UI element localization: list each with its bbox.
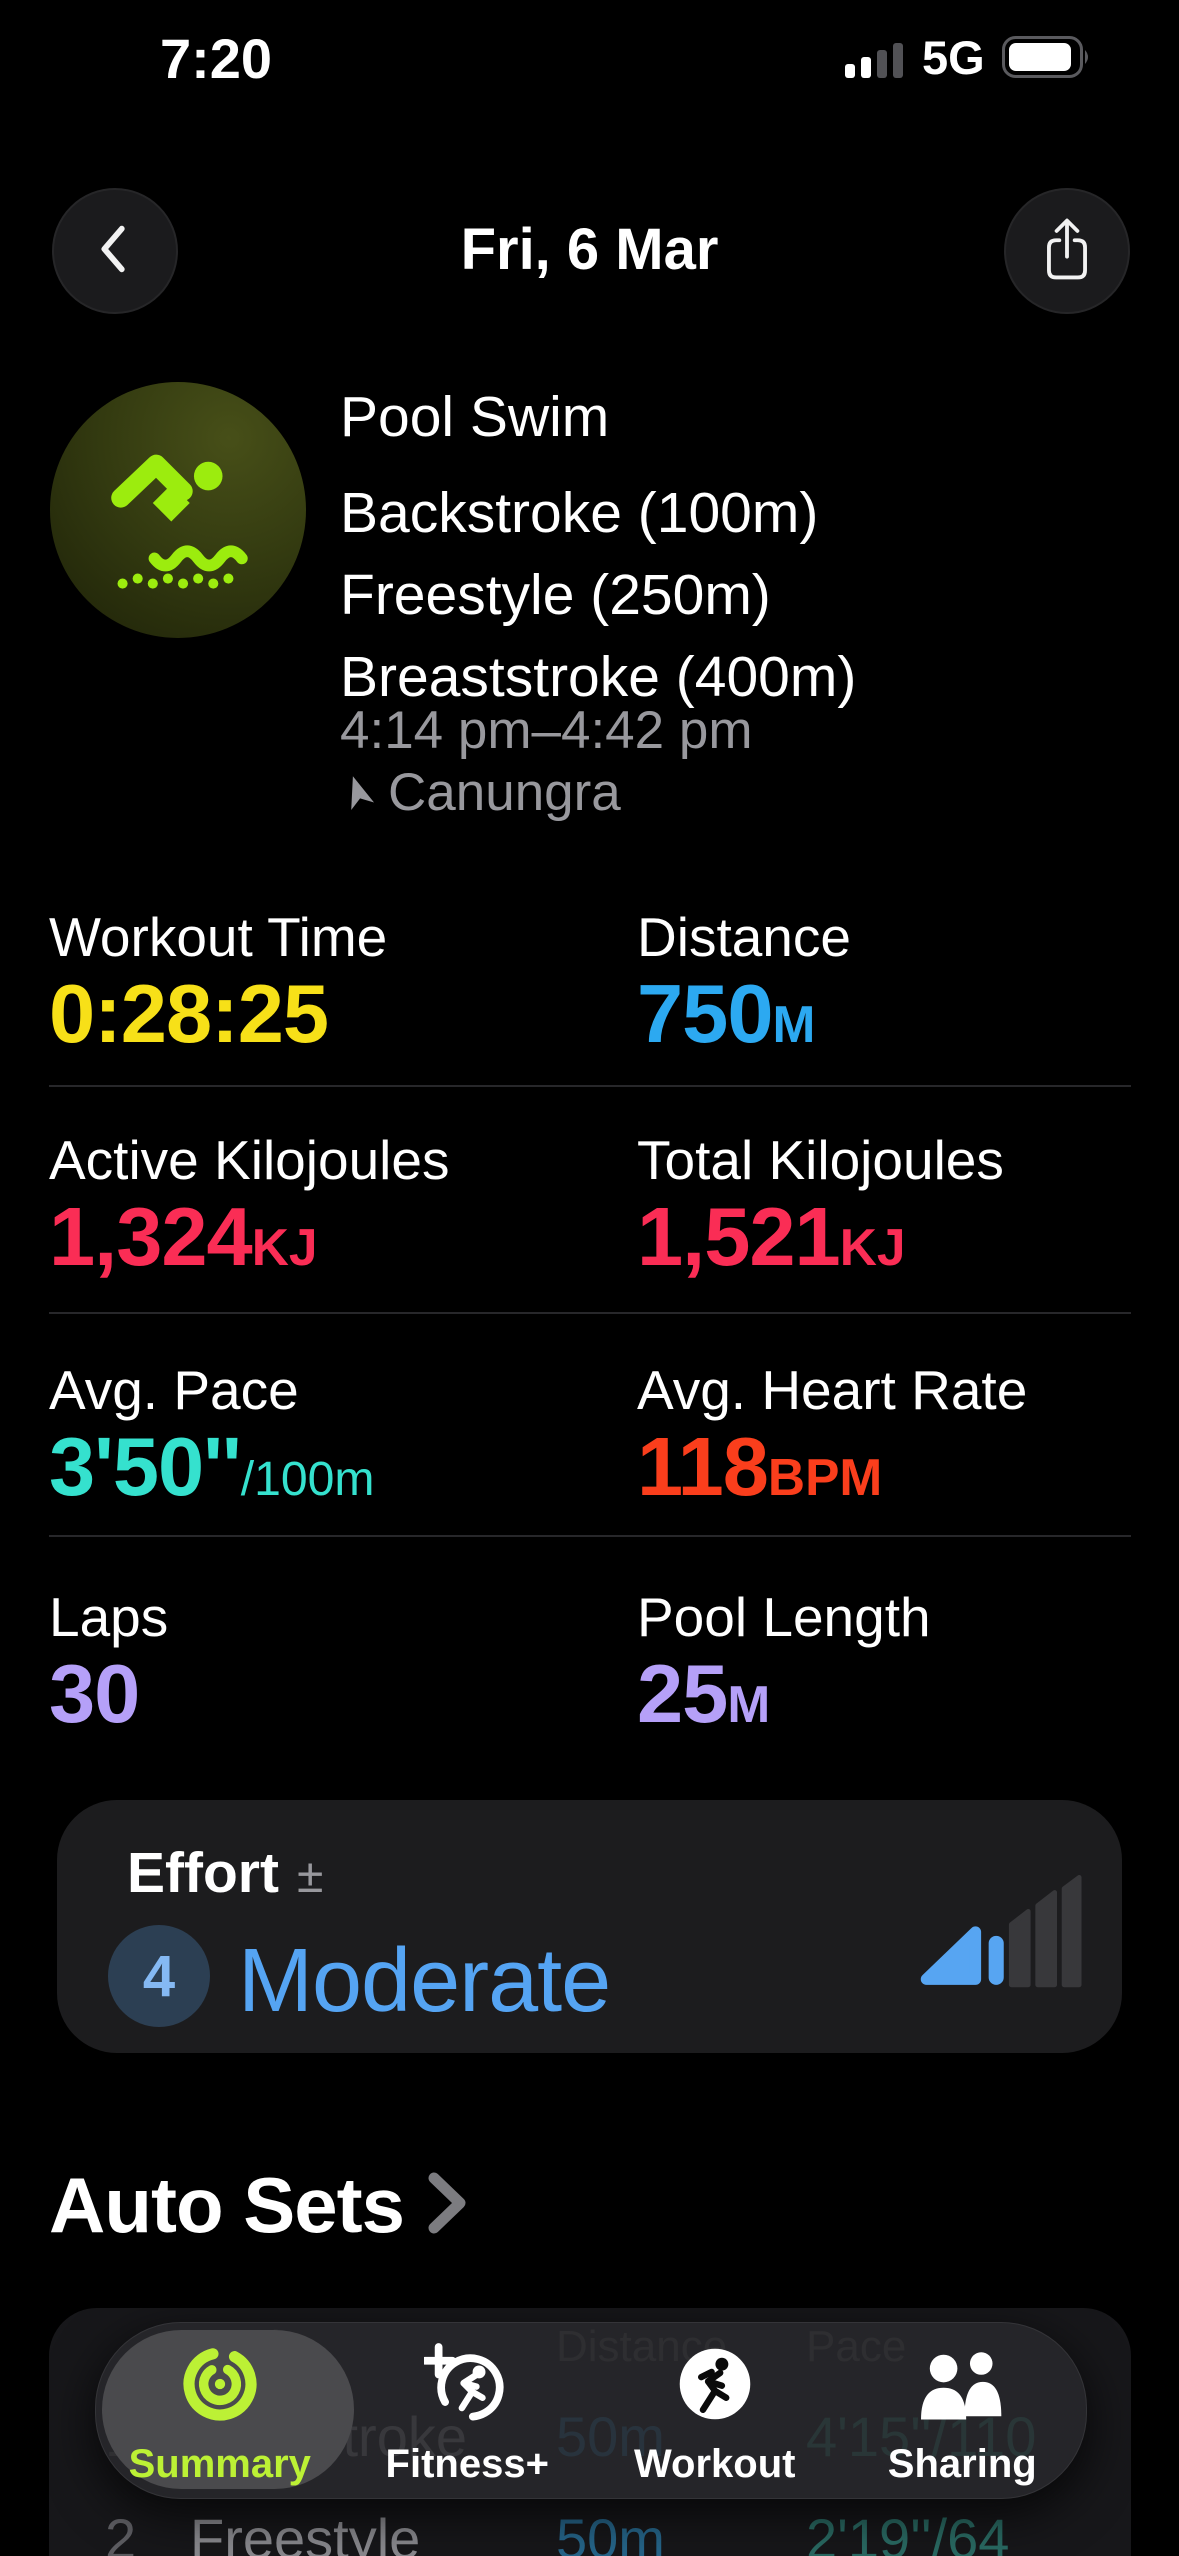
back-button[interactable] xyxy=(52,188,178,314)
divider xyxy=(49,1085,1131,1087)
plus-minus-icon[interactable]: ± xyxy=(296,1850,324,1903)
stat-label: Avg. Heart Rate xyxy=(637,1359,1028,1421)
stat-value: 25M xyxy=(637,1647,771,1740)
stat-label: Avg. Pace xyxy=(49,1359,299,1421)
tab-fitness-plus[interactable]: Fitness+ xyxy=(344,2323,592,2498)
workout-type-title: Pool Swim xyxy=(340,385,610,449)
workout-segments: Backstroke (100m) Freestyle (250m) Breas… xyxy=(340,481,857,709)
share-icon xyxy=(1039,214,1095,289)
effort-bars-icon xyxy=(917,1872,1082,1999)
stat-label: Total Kilojoules xyxy=(637,1129,1004,1191)
effort-card[interactable] xyxy=(57,1800,1122,2053)
stat-value: 3'50''/100m xyxy=(49,1420,375,1513)
tab-workout[interactable]: Workout xyxy=(591,2323,839,2498)
network-type-label: 5G xyxy=(922,31,985,84)
workout-runner-icon xyxy=(672,2341,758,2432)
stat-value: 0:28:25 xyxy=(49,967,329,1060)
workout-location: Canungra xyxy=(340,762,621,823)
swimmer-icon xyxy=(94,424,262,597)
workout-icon-circle xyxy=(50,382,306,638)
tab-label: Fitness+ xyxy=(385,2441,549,2486)
chevron-left-icon xyxy=(86,220,144,283)
auto-sets-title: Auto Sets xyxy=(49,2161,405,2249)
divider xyxy=(49,1535,1131,1537)
cellular-signal-icon xyxy=(845,38,907,83)
effort-rating-badge: 4 xyxy=(108,1925,210,2027)
tab-summary[interactable]: Summary xyxy=(96,2323,344,2498)
sharing-people-icon xyxy=(916,2341,1008,2432)
fitness-plus-icon xyxy=(421,2341,510,2432)
chevron-right-icon xyxy=(426,2172,468,2239)
stat-label: Laps xyxy=(49,1586,169,1648)
tab-bar: Summary Fitness+ Workout xyxy=(95,2322,1087,2499)
auto-sets-header[interactable]: Auto Sets xyxy=(49,2160,468,2251)
tab-sharing[interactable]: Sharing xyxy=(839,2323,1087,2498)
workout-time-range: 4:14 pm–4:42 pm xyxy=(340,701,753,760)
activity-rings-icon xyxy=(177,2341,263,2432)
tab-label: Sharing xyxy=(887,2441,1037,2486)
stat-value: 750M xyxy=(637,967,816,1060)
stat-value: 1,521KJ xyxy=(637,1190,906,1283)
stat-label: Workout Time xyxy=(49,906,388,968)
status-time: 7:20 xyxy=(159,27,273,90)
stat-label: Active Kilojoules xyxy=(49,1129,450,1191)
effort-title: Effort ± xyxy=(127,1841,324,1905)
effort-description: Moderate xyxy=(238,1931,611,2031)
stat-value: 118BPM xyxy=(637,1420,883,1513)
battery-icon xyxy=(1002,36,1092,83)
location-label: Canungra xyxy=(388,763,621,822)
share-button[interactable] xyxy=(1004,188,1130,314)
page-title: Fri, 6 Mar xyxy=(460,217,719,282)
stat-label: Distance xyxy=(637,906,851,968)
tab-label: Summary xyxy=(128,2441,311,2486)
location-arrow-icon xyxy=(340,762,376,823)
stat-value: 1,324KJ xyxy=(49,1190,318,1283)
tab-label: Workout xyxy=(634,2441,796,2486)
stat-value: 30 xyxy=(49,1647,140,1740)
divider xyxy=(49,1312,1131,1314)
stat-label: Pool Length xyxy=(637,1586,931,1648)
